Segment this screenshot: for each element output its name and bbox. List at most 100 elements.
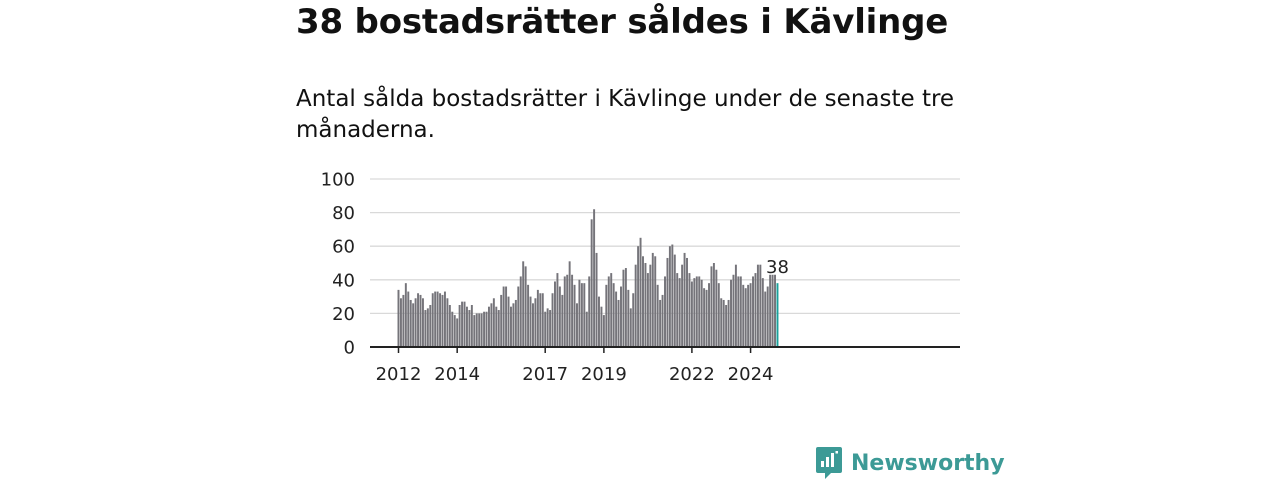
bar xyxy=(514,299,517,347)
y-tick-label: 100 xyxy=(321,170,355,191)
y-tick-label: 0 xyxy=(344,338,355,359)
bar xyxy=(664,276,666,347)
bar xyxy=(536,289,539,347)
bar xyxy=(431,293,434,347)
bar xyxy=(492,298,495,347)
bar xyxy=(580,283,583,347)
x-tick-label: 2014 xyxy=(434,364,480,385)
bar xyxy=(414,298,417,347)
bar xyxy=(419,294,422,347)
bar xyxy=(495,306,498,347)
x-tick-label: 2022 xyxy=(669,364,715,385)
bar xyxy=(399,298,402,347)
bar xyxy=(497,310,500,347)
bar xyxy=(759,264,762,347)
bar xyxy=(756,264,759,347)
bar xyxy=(622,269,625,347)
bar xyxy=(747,284,750,347)
bar xyxy=(426,308,429,347)
bar xyxy=(539,293,542,347)
bar xyxy=(624,268,627,347)
bar xyxy=(585,311,588,347)
bar xyxy=(715,269,718,347)
bar xyxy=(654,256,657,347)
bar xyxy=(695,276,698,347)
bar xyxy=(761,278,764,347)
brand-name: Newsworthy xyxy=(851,450,1005,476)
x-tick-label: 2024 xyxy=(728,364,774,385)
bar xyxy=(656,284,659,347)
bar xyxy=(507,296,510,347)
bar xyxy=(593,209,596,347)
bar xyxy=(605,284,608,347)
bar xyxy=(668,246,671,347)
chart-subtitle: Antal sålda bostadsrätter i Kävlinge und… xyxy=(296,86,955,143)
bar xyxy=(500,294,503,347)
bar xyxy=(436,291,439,347)
bar xyxy=(676,273,679,347)
bar xyxy=(546,308,549,347)
bar xyxy=(673,254,676,347)
bar xyxy=(607,276,610,347)
bar xyxy=(549,310,552,347)
bar xyxy=(470,305,473,347)
bar xyxy=(571,274,574,347)
bar xyxy=(620,286,622,347)
bar xyxy=(644,263,647,347)
bar xyxy=(678,278,681,347)
x-tick-label: 2012 xyxy=(376,364,422,385)
newsworthy-logo: Newsworthy xyxy=(815,446,1005,480)
bar xyxy=(600,306,603,347)
bar xyxy=(742,284,745,347)
bar xyxy=(502,286,505,347)
bar xyxy=(642,256,644,347)
x-tick-label: 2017 xyxy=(522,364,568,385)
bar xyxy=(693,278,696,347)
bar xyxy=(629,308,632,347)
gridlines xyxy=(370,178,960,315)
bar xyxy=(632,293,635,347)
bar xyxy=(639,237,642,347)
bar xyxy=(510,306,512,347)
bar xyxy=(749,283,752,347)
bar xyxy=(615,291,618,347)
highlight-value-label: 38 xyxy=(766,257,789,278)
bar xyxy=(727,299,730,347)
bar xyxy=(617,299,620,347)
bar xyxy=(558,286,561,347)
bar xyxy=(490,303,493,347)
bar xyxy=(734,264,737,347)
bar xyxy=(529,296,532,347)
bar xyxy=(590,219,593,347)
bar xyxy=(397,289,400,347)
bar xyxy=(473,315,476,347)
bar xyxy=(576,303,578,347)
bar xyxy=(532,303,534,347)
bar xyxy=(671,244,674,347)
bar xyxy=(402,294,405,347)
newsworthy-logo-icon xyxy=(816,447,842,479)
bar xyxy=(627,289,630,347)
bar xyxy=(487,306,490,347)
x-tick-label: 2019 xyxy=(581,364,627,385)
bar xyxy=(774,274,776,347)
bar xyxy=(404,283,407,347)
bar xyxy=(602,315,605,347)
bar xyxy=(443,291,446,347)
bar xyxy=(421,298,424,347)
bar xyxy=(434,291,437,347)
bar xyxy=(708,283,710,347)
bars xyxy=(397,209,779,347)
bar xyxy=(407,291,410,347)
bar xyxy=(595,252,598,347)
bar xyxy=(766,286,769,347)
bar xyxy=(568,261,571,347)
bar xyxy=(771,274,774,347)
bar xyxy=(754,273,757,347)
bar xyxy=(561,294,564,347)
bar xyxy=(730,279,732,347)
bar xyxy=(610,273,613,347)
bar xyxy=(666,257,669,347)
bar xyxy=(465,306,468,347)
